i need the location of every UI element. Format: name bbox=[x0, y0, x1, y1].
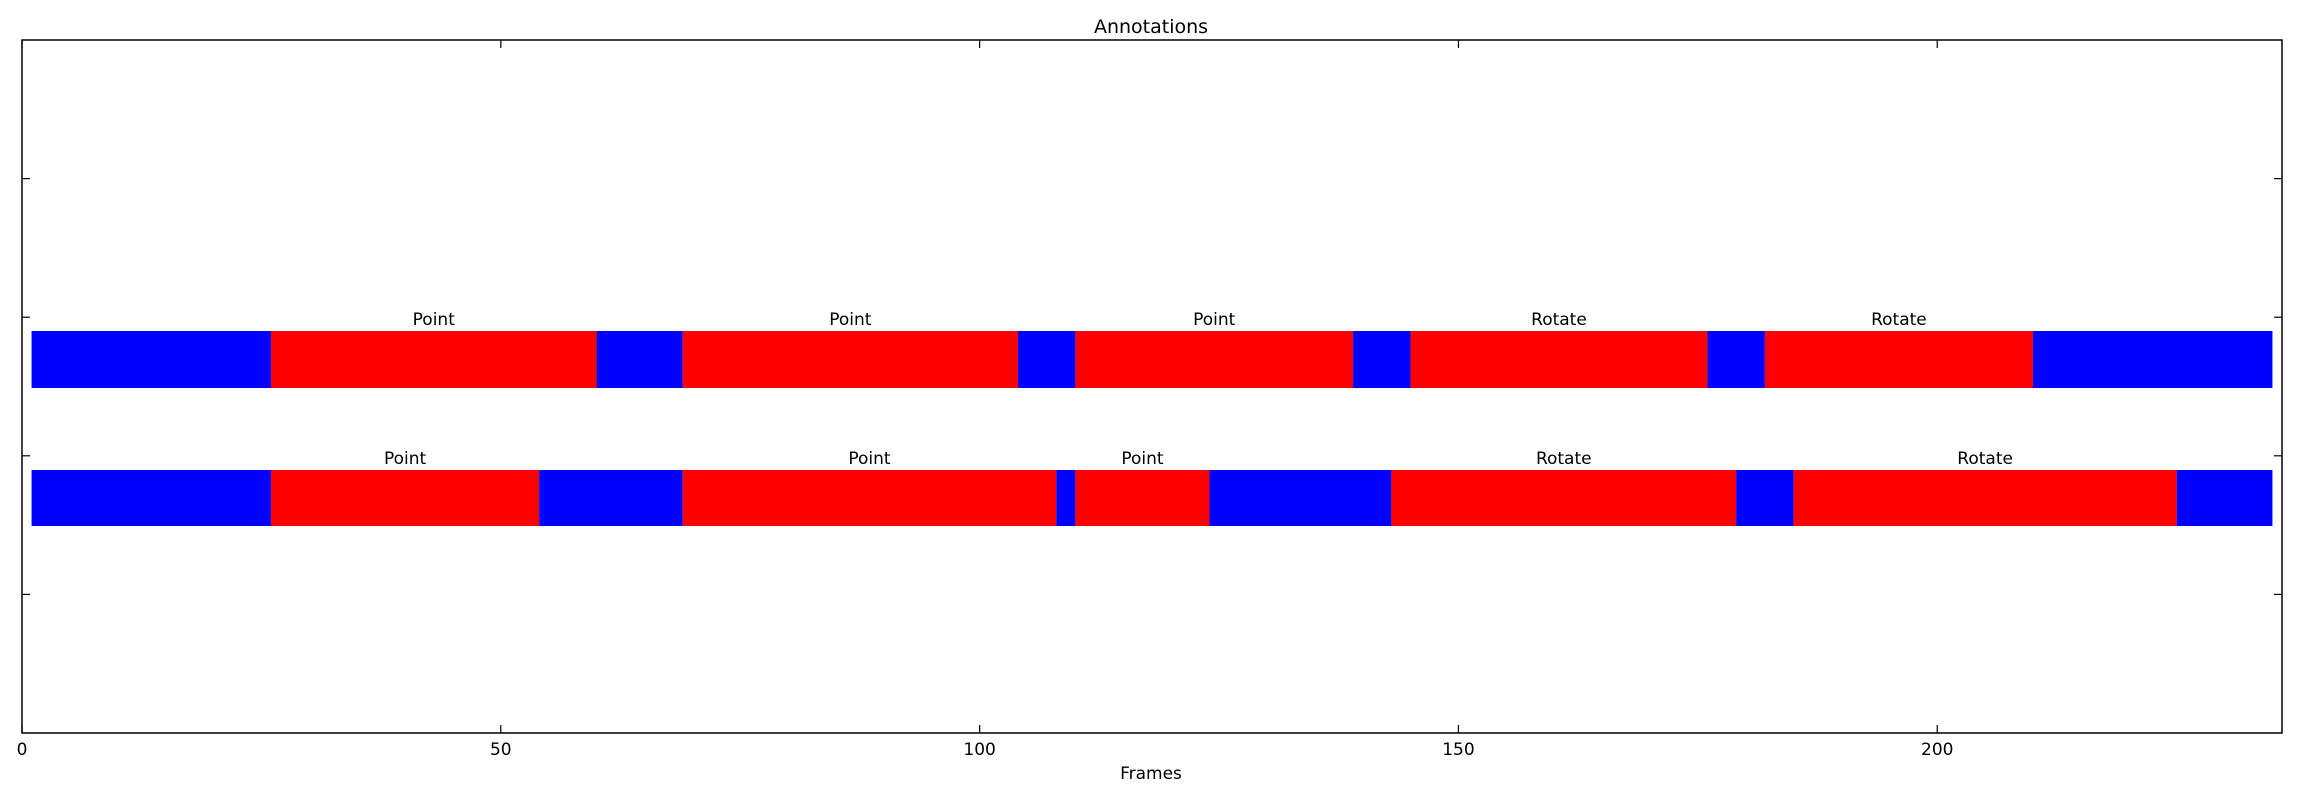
segment-label: Rotate bbox=[1536, 449, 1592, 469]
segment-label: Point bbox=[413, 310, 456, 330]
segment-label: Rotate bbox=[1531, 310, 1587, 330]
segment-label: Rotate bbox=[1957, 449, 2013, 469]
segment-row2-7 bbox=[1209, 470, 1392, 526]
segment-row2-5 bbox=[1056, 470, 1076, 526]
segment-row2-8 bbox=[1391, 470, 1737, 526]
segment-row1-10 bbox=[1764, 331, 2034, 388]
timeline-rows: Point Point Point Rotate Rotate Point Point Poi… bbox=[31, 310, 2273, 526]
segment-row1-6 bbox=[1075, 331, 1354, 388]
segment-row1-1 bbox=[31, 331, 271, 388]
segment-label: Point bbox=[384, 449, 427, 469]
plot-frame bbox=[21, 39, 2283, 734]
x-tick-label: 50 bbox=[490, 740, 512, 760]
axes: 0 50 100 150 200 bbox=[17, 39, 2283, 760]
segment-row1-2 bbox=[270, 331, 597, 388]
segment-label: Point bbox=[1193, 310, 1236, 330]
segment-label: Rotate bbox=[1871, 310, 1927, 330]
x-tick-label: 0 bbox=[17, 740, 28, 760]
x-axis-label: Frames bbox=[1120, 764, 1182, 784]
segment-row2-11 bbox=[2176, 470, 2273, 526]
segment-row1-3 bbox=[596, 331, 683, 388]
chart-title: Annotations bbox=[1094, 16, 1208, 38]
segment-row2-6 bbox=[1075, 470, 1210, 526]
segment-label: Point bbox=[848, 449, 891, 469]
segment-row2-3 bbox=[539, 470, 683, 526]
segment-row1-9 bbox=[1707, 331, 1765, 388]
segment-label: Point bbox=[1121, 449, 1164, 469]
x-tick-label: 150 bbox=[1442, 740, 1474, 760]
segment-row2-2 bbox=[270, 470, 540, 526]
segment-row1-7 bbox=[1353, 331, 1411, 388]
segment-row1-4 bbox=[682, 331, 1018, 388]
x-tick-label: 100 bbox=[963, 740, 995, 760]
segment-row1-5 bbox=[1017, 331, 1076, 388]
segment-label: Point bbox=[829, 310, 872, 330]
segment-row2-4 bbox=[682, 470, 1057, 526]
segment-row1-8 bbox=[1410, 331, 1708, 388]
segment-row2-1 bbox=[31, 470, 271, 526]
segment-row1-11 bbox=[2033, 331, 2273, 388]
segment-row2-9 bbox=[1736, 470, 1794, 526]
segment-row2-10 bbox=[1793, 470, 2177, 526]
x-tick-label: 200 bbox=[1921, 740, 1953, 760]
